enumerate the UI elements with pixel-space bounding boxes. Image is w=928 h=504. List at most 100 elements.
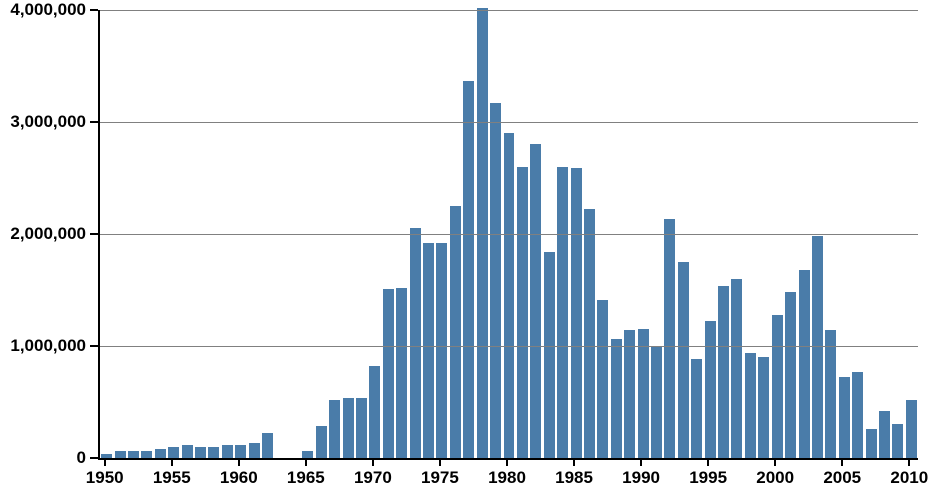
y-gridline	[100, 346, 918, 347]
bar-chart: 0 1,000,000 2,000,000 3,000,000 4,000,000 195…	[0, 0, 928, 504]
bar	[517, 167, 528, 458]
x-tick-mark	[640, 458, 642, 466]
x-tick-mark	[104, 458, 106, 466]
bar	[477, 8, 488, 458]
bar	[302, 451, 313, 458]
x-tick-mark	[908, 458, 910, 466]
x-tick-label: 2005	[823, 468, 861, 488]
y-tick-label: 1,000,000	[0, 336, 86, 356]
x-tick-label: 1985	[555, 468, 593, 488]
bar	[490, 103, 501, 458]
bar	[410, 228, 421, 458]
bar	[249, 443, 260, 458]
bar	[222, 445, 233, 458]
x-tick-mark	[238, 458, 240, 466]
y-tick-label: 2,000,000	[0, 224, 86, 244]
bar	[115, 451, 126, 458]
bar	[155, 449, 166, 458]
y-tick-mark	[90, 345, 98, 347]
x-tick-mark	[707, 458, 709, 466]
bar	[195, 447, 206, 458]
bar	[329, 400, 340, 458]
bar	[664, 219, 675, 458]
y-tick-label: 3,000,000	[0, 112, 86, 132]
bar	[892, 424, 903, 458]
x-tick-label: 1975	[421, 468, 459, 488]
x-tick-mark	[171, 458, 173, 466]
bar	[718, 286, 729, 458]
bar	[504, 133, 515, 458]
y-gridline	[100, 10, 918, 11]
x-tick-mark	[573, 458, 575, 466]
x-tick-label: 1990	[622, 468, 660, 488]
bar	[530, 144, 541, 458]
bar	[731, 279, 742, 458]
bar	[369, 366, 380, 458]
x-tick-mark	[439, 458, 441, 466]
bar	[638, 329, 649, 458]
y-tick-mark	[90, 9, 98, 11]
bar	[624, 330, 635, 458]
bar	[852, 372, 863, 458]
bar	[866, 429, 877, 458]
bar	[906, 400, 917, 458]
y-gridline	[100, 122, 918, 123]
bar	[785, 292, 796, 458]
bar	[879, 411, 890, 458]
bar	[772, 315, 783, 458]
x-tick-label: 1965	[287, 468, 325, 488]
bar	[182, 445, 193, 458]
bar	[691, 359, 702, 458]
bar	[262, 433, 273, 458]
y-tick-mark	[90, 121, 98, 123]
y-tick-mark	[90, 457, 98, 459]
x-tick-label: 1980	[488, 468, 526, 488]
bar	[758, 357, 769, 458]
bar	[651, 346, 662, 458]
bar	[450, 206, 461, 458]
bar	[383, 289, 394, 458]
x-tick-mark	[774, 458, 776, 466]
x-tick-label: 1995	[689, 468, 727, 488]
bar	[705, 321, 716, 458]
bar	[544, 252, 555, 458]
bar	[571, 168, 582, 458]
y-gridline	[100, 234, 918, 235]
bar	[584, 209, 595, 458]
bar	[557, 167, 568, 458]
x-tick-mark	[841, 458, 843, 466]
bar	[799, 270, 810, 458]
y-tick-label: 4,000,000	[0, 0, 86, 20]
x-tick-mark	[506, 458, 508, 466]
x-tick-label: 2010	[890, 468, 928, 488]
bar	[316, 426, 327, 458]
bar	[128, 451, 139, 458]
x-tick-mark	[305, 458, 307, 466]
bar	[812, 236, 823, 458]
bar	[825, 330, 836, 458]
bar	[208, 447, 219, 458]
bar	[745, 353, 756, 458]
bar	[235, 445, 246, 458]
x-tick-mark	[372, 458, 374, 466]
x-tick-label: 1970	[354, 468, 392, 488]
x-tick-label: 1950	[86, 468, 124, 488]
bar	[396, 288, 407, 458]
bar	[463, 81, 474, 458]
y-tick-mark	[90, 233, 98, 235]
bar	[839, 377, 850, 458]
bar	[168, 447, 179, 458]
bar	[343, 398, 354, 458]
y-tick-label: 0	[0, 448, 86, 468]
bar	[611, 339, 622, 458]
bar	[356, 398, 367, 458]
x-tick-label: 1955	[153, 468, 191, 488]
plot-area	[98, 10, 918, 460]
bar	[597, 300, 608, 458]
bar	[678, 262, 689, 458]
x-tick-label: 1960	[220, 468, 258, 488]
bar	[423, 243, 434, 458]
bar	[141, 451, 152, 458]
bar	[436, 243, 447, 458]
x-tick-label: 2000	[756, 468, 794, 488]
